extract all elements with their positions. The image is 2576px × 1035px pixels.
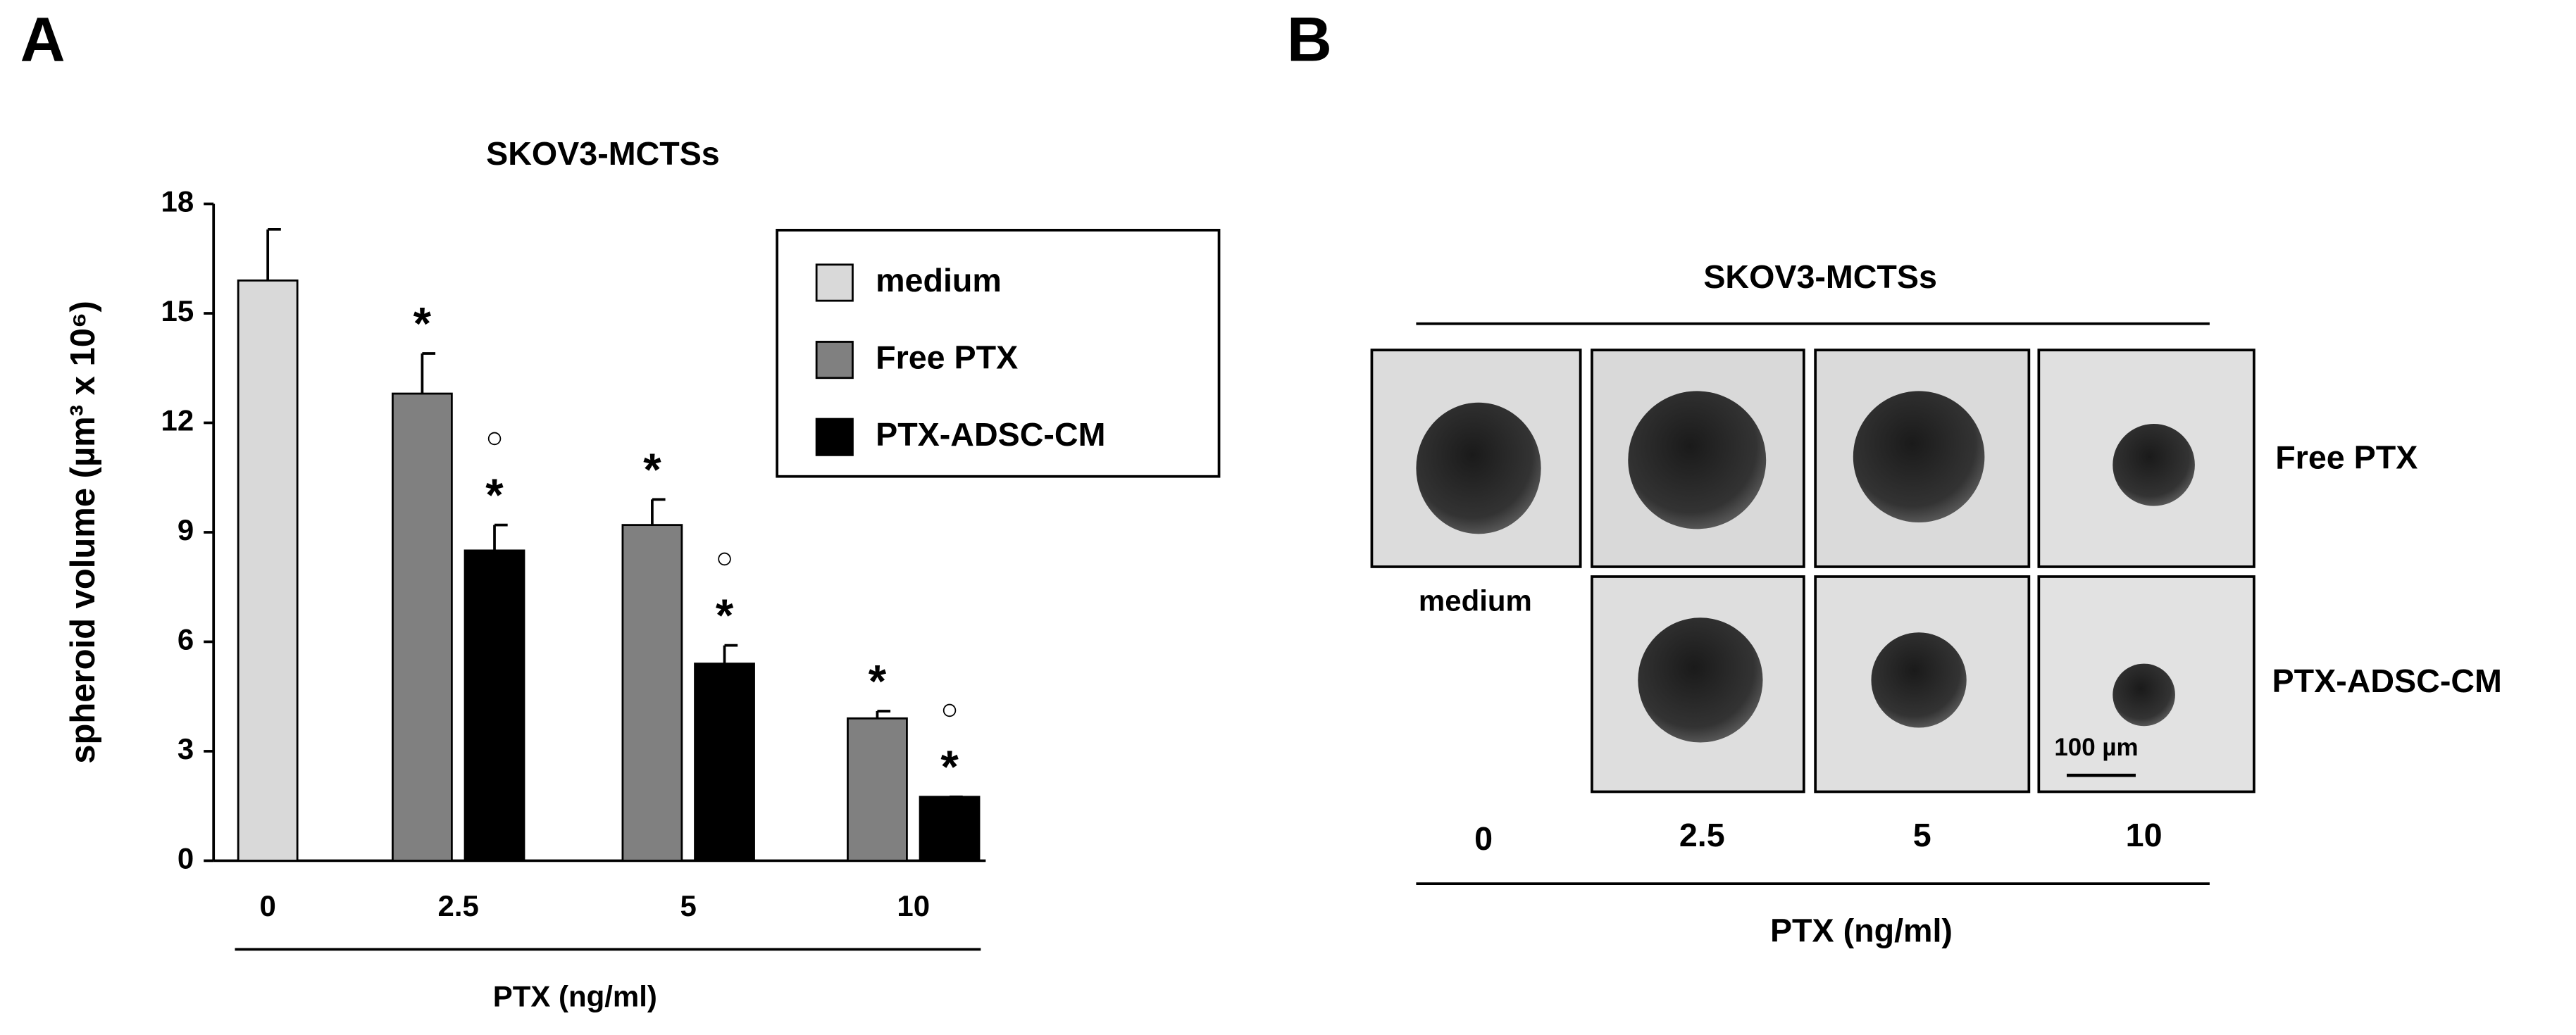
bar xyxy=(919,796,981,862)
legend-swatch xyxy=(815,418,854,456)
legend-swatch xyxy=(815,341,854,380)
row-label: Free PTX xyxy=(2275,439,2418,476)
y-tick-label: 0 xyxy=(178,842,194,875)
x-tick-label: 5 xyxy=(680,889,697,922)
y-tick-label: 15 xyxy=(161,294,194,327)
significance-marker: ○ xyxy=(485,420,503,453)
x-tick-label: 2.5 xyxy=(438,889,479,922)
x-axis-label: PTX (ng/ml) xyxy=(1770,912,1953,948)
significance-marker: * xyxy=(716,590,734,641)
significance-marker: ○ xyxy=(940,693,958,726)
y-tick-label: 6 xyxy=(178,623,194,656)
bar xyxy=(694,663,755,862)
spheroid xyxy=(1628,391,1767,529)
scale-bar-label: 100 µm xyxy=(2054,734,2138,761)
legend-label: medium xyxy=(876,262,1002,299)
plot-area: 0 3 6 9 12 15 18 0 2.5 * * ○ 5 * * ○ 10 * * ○ medium Free PTX… xyxy=(161,185,1106,923)
y-tick-label: 3 xyxy=(178,732,194,765)
y-axis-label: spheroid volume (µm³ x 10⁶) xyxy=(64,301,102,764)
column-label: 0 xyxy=(1474,820,1493,857)
bar xyxy=(621,524,683,862)
spheroid xyxy=(2113,424,2195,506)
bar xyxy=(237,279,299,862)
legend-label: PTX-ADSC-CM xyxy=(876,416,1105,453)
micrograph xyxy=(1591,349,1805,568)
legend-label: Free PTX xyxy=(876,339,1018,375)
bar xyxy=(463,549,525,862)
chart-title: SKOV3-MCTSs xyxy=(486,135,720,172)
bar xyxy=(392,392,453,862)
significance-marker: * xyxy=(413,298,432,349)
y-tick-label: 18 xyxy=(161,185,194,218)
bar xyxy=(847,717,908,862)
x-axis-label: PTX (ng/ml) xyxy=(493,979,657,1012)
x-tick-label: 0 xyxy=(259,889,275,922)
column-label: 2.5 xyxy=(1679,817,1725,853)
significance-marker: ○ xyxy=(716,541,733,574)
spheroid xyxy=(1638,617,1763,743)
spheroid xyxy=(2113,663,2175,727)
control-label: medium xyxy=(1419,584,1532,617)
y-tick-label: 9 xyxy=(178,513,194,546)
significance-marker: * xyxy=(869,656,887,707)
panel-title: SKOV3-MCTSs xyxy=(1703,258,1937,295)
column-label: 5 xyxy=(1913,817,1931,853)
spheroid xyxy=(1853,391,1985,522)
micrograph xyxy=(1814,349,2031,568)
column-label: 10 xyxy=(2126,817,2163,853)
panel-label: B xyxy=(1287,5,1332,75)
significance-marker: * xyxy=(940,741,959,793)
spheroid xyxy=(1871,632,1967,728)
significance-marker: * xyxy=(643,444,661,495)
panel-label: A xyxy=(20,5,66,75)
spheroids xyxy=(1416,391,2195,743)
significance-marker: * xyxy=(485,470,504,521)
row-label: PTX-ADSC-CM xyxy=(2272,663,2502,699)
x-tick-label: 10 xyxy=(897,889,930,922)
spheroid xyxy=(1416,402,1541,534)
y-tick-label: 12 xyxy=(161,404,194,437)
legend-swatch xyxy=(815,263,854,302)
